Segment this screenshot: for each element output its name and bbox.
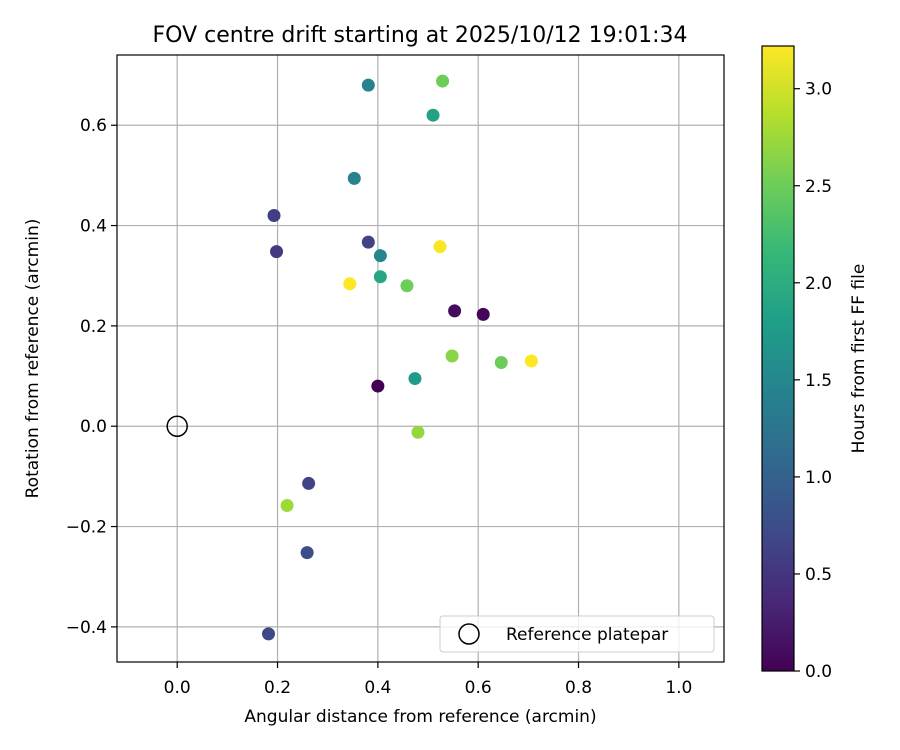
x-tick-label: 1.0: [665, 678, 692, 698]
data-point: [270, 245, 284, 259]
colorbar-gradient: [761, 45, 795, 672]
colorbar: 0.0 0.5 1.0 1.5 2.0 2.5 3.0 Hours from first F…: [761, 45, 869, 682]
colorbar-tick-label: 2.5: [805, 177, 832, 197]
y-tick-label: 0.0: [80, 417, 107, 437]
x-tick-label: 0.4: [364, 678, 391, 698]
chart-title: FOV centre drift starting at 2025/10/12 …: [153, 23, 688, 48]
data-point: [361, 235, 375, 249]
grid-lines: [117, 55, 724, 662]
x-tick-label: 0.0: [164, 678, 191, 698]
data-point: [400, 279, 414, 293]
x-axis-ticks: 0.0 0.2 0.4 0.6 0.8 1.0: [164, 662, 692, 698]
data-point: [343, 277, 357, 291]
data-point: [445, 349, 459, 363]
data-point: [361, 78, 375, 92]
colorbar-ticks: 0.0 0.5 1.0 1.5 2.0 2.5 3.0: [794, 80, 832, 682]
data-point: [300, 546, 314, 560]
colorbar-tick-label: 1.5: [805, 371, 832, 391]
y-axis-label: Rotation from reference (arcmin): [23, 219, 43, 499]
x-tick-label: 0.8: [565, 678, 592, 698]
colorbar-tick-label: 0.5: [805, 565, 832, 585]
data-point: [524, 354, 538, 368]
data-point: [408, 372, 422, 386]
data-point: [433, 240, 447, 254]
data-point: [426, 108, 440, 122]
colorbar-tick-label: 2.0: [805, 274, 832, 294]
data-point: [373, 249, 387, 263]
y-tick-label: 0.2: [80, 317, 107, 337]
data-point: [448, 304, 462, 318]
colorbar-tick-label: 1.0: [805, 468, 832, 488]
colorbar-label: Hours from first FF file: [849, 264, 869, 454]
data-point: [302, 476, 316, 490]
data-point: [373, 270, 387, 284]
plot-frame: [116, 54, 725, 663]
data-point: [371, 379, 385, 393]
reference-marker: [166, 415, 188, 437]
legend-reference-marker: [458, 623, 480, 645]
x-tick-label: 0.2: [264, 678, 291, 698]
data-point: [280, 498, 294, 512]
y-tick-label: −0.4: [66, 618, 107, 638]
data-point: [347, 171, 361, 185]
data-point: [411, 425, 425, 439]
plot-area: [116, 54, 725, 663]
colorbar-tick-label: 3.0: [805, 80, 832, 100]
y-axis-ticks: −0.4 −0.2 0.0 0.2 0.4 0.6: [66, 116, 117, 638]
colorbar-tick-label: 0.0: [805, 662, 832, 682]
data-point: [261, 627, 275, 641]
data-points: [261, 74, 538, 641]
legend: Reference platepar: [439, 615, 715, 653]
x-axis-label: Angular distance from reference (arcmin): [244, 707, 596, 727]
legend-box: [439, 615, 715, 653]
y-tick-label: 0.6: [80, 116, 107, 136]
plot-background: [117, 55, 724, 662]
data-point: [476, 307, 490, 321]
y-tick-label: 0.4: [80, 217, 107, 237]
legend-reference-label: Reference platepar: [506, 625, 668, 645]
data-point: [436, 74, 450, 88]
x-tick-label: 0.6: [465, 678, 492, 698]
data-point: [494, 356, 508, 370]
y-tick-label: −0.2: [66, 518, 107, 538]
data-point: [267, 209, 281, 223]
